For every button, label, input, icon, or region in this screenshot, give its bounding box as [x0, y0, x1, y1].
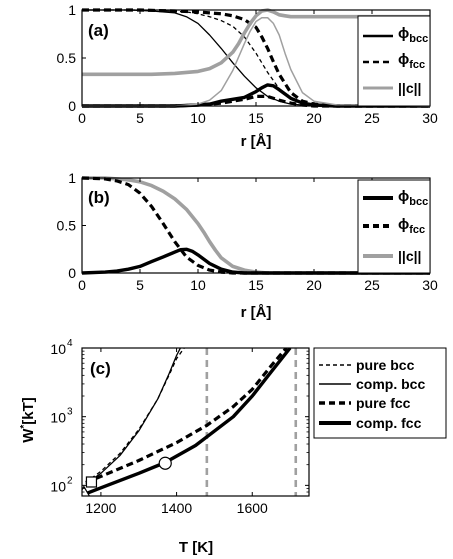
series-line-3 [82, 348, 292, 496]
series-line-2 [82, 247, 430, 275]
panel-c-y-axis-label: W*[kT] [19, 397, 37, 443]
x-tick-label: 10 [190, 110, 206, 126]
legend-label-phi-bcc-b: ϕbcc [398, 188, 428, 208]
panel-a-label: (a) [88, 21, 109, 40]
x-tick-label: 0 [78, 110, 86, 126]
panel-b-x-ticks: 0 5 10 15 20 25 30 [78, 178, 438, 293]
series-line-4 [82, 8, 430, 108]
x-tick-label: 30 [422, 110, 438, 126]
panel-c-lines [82, 348, 298, 496]
x-tick-label: 20 [306, 110, 322, 126]
panel-b-x-axis-label: r [Å] [241, 304, 272, 321]
x-tick-label: 20 [306, 277, 322, 293]
series-line-2 [85, 348, 288, 484]
legend-label-pure-fcc: pure fcc [356, 395, 411, 411]
panel-c-x-ticks: 1200 1400 1600 [85, 348, 268, 516]
series-line-3 [82, 9, 430, 107]
panel-a-legend: ϕbcc ϕfcc ||c|| [357, 15, 431, 107]
y-tick-label-exponent: 2 [67, 475, 73, 486]
legend-label-comp-fcc: comp. fcc [356, 415, 422, 431]
x-tick-label: 0 [78, 277, 86, 293]
y-tick-label: 10 [50, 410, 66, 426]
x-tick-label: 1200 [85, 500, 116, 516]
panel-c-legend: pure bcc comp. bcc pure fcc comp. fcc [313, 347, 447, 439]
panel-b: 0 5 10 15 20 25 30 0 0.5 1 (b) r [Å] ϕbcc ϕfcc |… [57, 170, 438, 321]
panel-a-y-ticks: 00.51 [57, 2, 430, 114]
series-line-5 [82, 16, 430, 107]
x-tick-label: 15 [248, 277, 264, 293]
marker-square [85, 476, 98, 488]
panel-b-legend: ϕbcc ϕfcc ||c|| [357, 179, 431, 274]
x-tick-label: 1600 [237, 500, 268, 516]
y-tick-label: 0.5 [57, 218, 77, 234]
x-tick-label: 30 [422, 277, 438, 293]
x-tick-label: 15 [248, 110, 264, 126]
x-tick-label: 25 [364, 110, 380, 126]
legend-label-phi-bcc: ϕbcc [398, 25, 428, 45]
series-line-6 [82, 8, 430, 77]
legend-label-phi-fcc: ϕfcc [398, 51, 425, 71]
y-tick-label: 0 [68, 265, 76, 281]
y-tick-label: 10 [50, 341, 66, 357]
y-tick-label: 0.5 [57, 50, 77, 66]
panel-a-lines [82, 8, 430, 108]
panel-c-label: (c) [90, 359, 111, 378]
legend-label-pure-bcc: pure bcc [356, 357, 415, 373]
y-tick-label: 1 [68, 170, 76, 186]
x-tick-label: 25 [364, 277, 380, 293]
x-tick-label: 5 [136, 277, 144, 293]
series-line-2 [82, 9, 430, 107]
marker-circle [158, 456, 172, 470]
series-line-1 [85, 348, 181, 485]
legend-label-comp-bcc: comp. bcc [356, 376, 425, 392]
marker-triangle [82, 485, 91, 496]
legend-label-phi-fcc-b: ϕfcc [398, 216, 425, 236]
x-tick-label: 1400 [161, 500, 192, 516]
x-tick-label: 5 [136, 110, 144, 126]
y-tick-label: 0 [68, 98, 76, 114]
y-tick-label-exponent: 3 [67, 407, 73, 418]
panel-c-x-axis-label: T [K] [179, 539, 213, 556]
panel-b-label: (b) [88, 188, 110, 207]
panel-a: 0 5 10 15 20 25 30 00.51 (a) r [Å] ϕbcc ϕfcc |… [57, 2, 438, 150]
y-tick-label-exponent: 4 [67, 338, 73, 349]
legend-label-c-norm-b: ||c|| [398, 248, 421, 264]
y-tick-label: 1 [68, 2, 76, 18]
panel-c-frame [81, 347, 310, 497]
x-tick-label: 10 [190, 277, 206, 293]
panel-a-x-axis-label: r [Å] [241, 133, 272, 150]
y-tick-label: 10 [50, 478, 66, 494]
panel-a-legend-box [357, 15, 431, 107]
legend-label-c-norm: ||c|| [398, 80, 421, 96]
